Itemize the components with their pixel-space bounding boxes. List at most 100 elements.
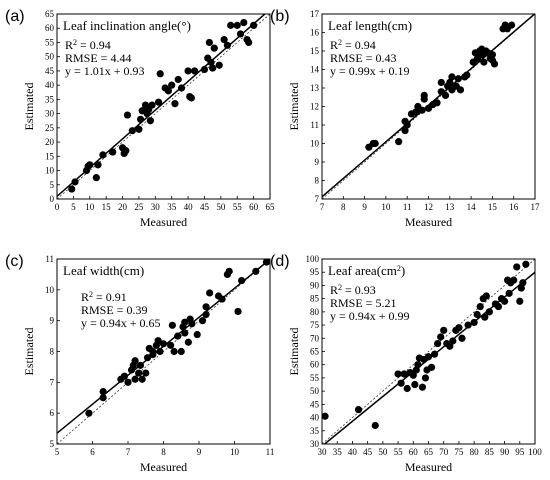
x-tick-label: 7 [320, 202, 325, 212]
y-tick-label: 75 [310, 320, 320, 330]
r2-stat: R2 = 0.94 [65, 38, 111, 53]
chart-panel-1: 0 5 10 15 20 25 30 35 40 45 50 55 60 65 0 5 10 15 20 25 30 35… [5, 8, 275, 229]
data-point [470, 318, 478, 327]
data-point [252, 267, 260, 275]
regression-equation: y = 0.99x + 0.19 [330, 64, 410, 78]
y-tick-label: 80 [310, 307, 320, 317]
data-point [238, 276, 246, 285]
data-point [181, 318, 189, 326]
data-point [476, 302, 484, 311]
x-tick-label: 90 [500, 447, 510, 457]
x-tick-label: 50 [378, 447, 388, 457]
y-axis-label: Estimated [287, 328, 301, 376]
y-tick-label: 65 [45, 9, 55, 19]
y-tick-label: 10 [310, 139, 320, 149]
data-point [397, 379, 405, 387]
data-point [227, 21, 235, 29]
data-point [424, 353, 433, 361]
data-point [99, 394, 107, 402]
panel-label: (d) [270, 253, 290, 270]
rmse-stat: RMSE = 4.44 [65, 51, 131, 65]
y-tick-label: 12 [310, 102, 319, 112]
data-point [168, 81, 176, 89]
x-axis-label: Measured [405, 215, 452, 229]
data-point [174, 332, 182, 340]
data-point [513, 263, 521, 271]
data-point [485, 308, 493, 316]
panel-label: (a) [5, 8, 25, 25]
data-point [154, 337, 162, 345]
y-tick-label: 90 [310, 280, 320, 290]
x-tick-label: 11 [266, 447, 275, 457]
data-point [86, 161, 94, 169]
y-tick-label: 55 [45, 37, 55, 47]
y-tick-label: 13 [310, 83, 320, 93]
y-tick-label: 10 [45, 166, 55, 176]
y-tick-label: 25 [45, 123, 55, 133]
x-tick-label: 85 [485, 447, 495, 457]
data-point [455, 324, 463, 332]
data-point [446, 78, 454, 87]
data-point [441, 91, 450, 99]
data-point [371, 139, 379, 148]
data-point [403, 384, 411, 393]
data-point [522, 260, 530, 268]
x-tick-label: 30 [318, 447, 328, 457]
x-tick-label: 35 [333, 447, 343, 457]
x-tick-label: 15 [488, 202, 498, 212]
data-point [220, 36, 228, 44]
panel-label: (b) [270, 8, 290, 25]
x-tick-label: 45 [363, 447, 373, 457]
y-tick-label: 9 [50, 316, 55, 326]
data-point [473, 310, 481, 319]
data-point [482, 292, 490, 300]
data-point [205, 38, 213, 47]
x-tick-label: 40 [184, 202, 194, 212]
data-point [463, 71, 471, 79]
chart-panel-2: 7 8 9 10 11 12 13 14 15 16 17 7 8 9 10 11 12 13 14 15 16 17 Me… [270, 8, 540, 229]
data-point [120, 372, 129, 380]
data-point [236, 30, 245, 38]
y-tick-label: 85 [310, 294, 320, 304]
x-tick-label: 8 [341, 202, 346, 212]
data-point [446, 342, 454, 350]
y-tick-label: 9 [315, 157, 320, 167]
data-point [85, 409, 93, 417]
y-tick-label: 11 [310, 120, 319, 130]
x-tick-label: 9 [362, 202, 367, 212]
x-tick-label: 9 [197, 447, 202, 457]
y-tick-label: 40 [310, 413, 320, 423]
y-axis-label: Estimated [287, 83, 301, 131]
x-tick-label: 45 [200, 202, 210, 212]
y-tick-label: 5 [50, 439, 55, 449]
x-tick-label: 10 [381, 202, 391, 212]
y-axis-label: Estimated [22, 328, 36, 376]
data-point [136, 361, 145, 369]
data-point [135, 125, 143, 133]
one-to-one-line [57, 14, 270, 199]
data-point [122, 147, 130, 155]
x-tick-label: 65 [266, 202, 276, 212]
data-point [202, 310, 210, 319]
chart-panel-3: 5 6 7 8 9 10 11 5 6 7 8 9 10 11 Measured Estimated (c) Le… [5, 253, 274, 474]
data-point [188, 320, 196, 328]
data-point [135, 369, 143, 377]
y-tick-label: 6 [50, 408, 55, 418]
data-point [92, 174, 100, 182]
data-point [480, 58, 488, 66]
plot-frame [56, 13, 271, 200]
y-axis-label: Estimated [22, 83, 36, 131]
y-tick-label: 0 [50, 194, 55, 204]
y-tick-label: 95 [310, 267, 320, 277]
x-tick-label: 50 [216, 202, 226, 212]
rmse-stat: RMSE = 0.39 [81, 303, 147, 317]
x-tick-label: 14 [467, 202, 477, 212]
data-point [223, 41, 231, 49]
data-point [371, 421, 379, 430]
x-tick-label: 7 [126, 447, 131, 457]
y-tick-label: 70 [310, 333, 320, 343]
data-point [409, 371, 417, 379]
regression-equation: y = 0.94x + 0.99 [330, 309, 410, 323]
x-tick-label: 95 [515, 447, 525, 457]
